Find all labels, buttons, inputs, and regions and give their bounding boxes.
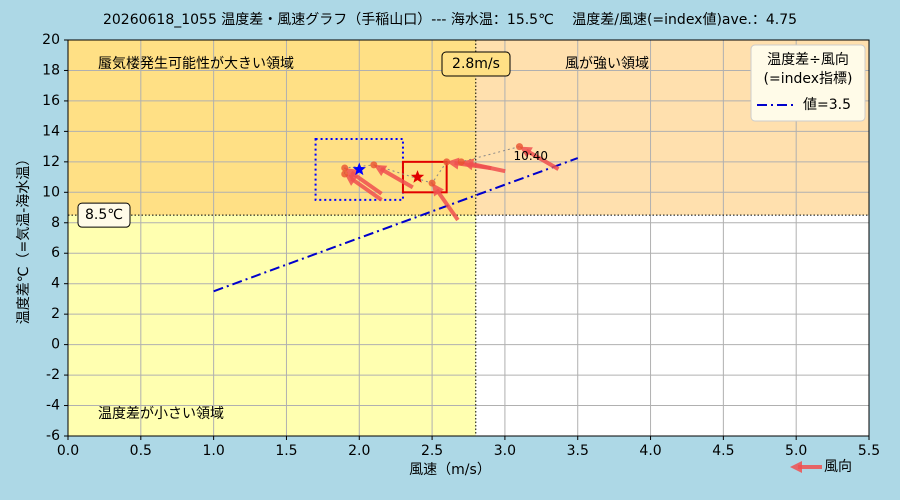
- y-axis-label: 温度差℃（=気温-海水温）: [16, 152, 32, 325]
- point: [443, 158, 451, 166]
- x-tick-label: 3.5: [567, 443, 589, 459]
- point: [341, 170, 349, 178]
- label-box: [441, 51, 511, 77]
- point: [428, 179, 436, 187]
- legend-entry: 値=3.5: [803, 97, 851, 113]
- y-tick-label: 2: [51, 306, 60, 322]
- y-tick-label: 4: [51, 276, 60, 292]
- wind-arrow: [432, 183, 460, 222]
- point: [457, 158, 465, 166]
- arrow-shaft: [350, 176, 383, 202]
- temp-threshold-label: 8.5℃: [85, 207, 123, 223]
- legend: 温度差÷風向 (=index指標) 値=3.5: [750, 44, 866, 122]
- x-tick-label: 4.0: [639, 443, 661, 459]
- region-none: [475, 215, 869, 436]
- region-label: 風が強い領域: [565, 55, 649, 72]
- arrow-head: [373, 164, 388, 177]
- arrow-shaft: [379, 167, 414, 190]
- x-axis-label: 風速（m/s）: [409, 462, 491, 478]
- latest-box: [401, 160, 448, 194]
- wind-arrow: [344, 167, 383, 196]
- wind-threshold-label: 2.8m/s: [452, 56, 500, 72]
- y-tick-label: 0: [51, 337, 60, 353]
- y-tick-label: 6: [51, 245, 60, 261]
- arrow-shaft: [468, 161, 506, 174]
- y-tick-label: -2: [46, 367, 60, 383]
- y-tick-label: 8: [51, 215, 60, 231]
- x-tick-label: 1.0: [203, 443, 225, 459]
- arrow-shaft: [435, 188, 460, 222]
- y-tick-label: 18: [42, 62, 60, 78]
- wind-arrow: [519, 146, 560, 171]
- arrow-head: [446, 157, 460, 170]
- label-box: [77, 202, 131, 228]
- y-tick-label: -6: [46, 428, 60, 444]
- point: [370, 161, 378, 169]
- wind-legend-arrow: [790, 461, 822, 473]
- x-tick-label: 4.5: [712, 443, 734, 459]
- x-tick-label: 3.0: [494, 443, 516, 459]
- region-label: 蜃気楼発生可能性が大きい領域: [98, 55, 294, 72]
- y-tick-label: 10: [42, 184, 60, 200]
- x-tick-label: 2.5: [421, 443, 443, 459]
- arrow-head: [519, 146, 533, 158]
- reference-line: [213, 157, 579, 293]
- legend-title: (=index指標): [764, 71, 853, 87]
- star: [352, 162, 366, 176]
- arrow-head: [790, 461, 802, 473]
- arrow-shaft: [525, 148, 560, 171]
- x-tick-label: 0.5: [130, 443, 152, 459]
- x-tick-label: 5.5: [858, 443, 880, 459]
- wind-legend-label: 風向: [824, 459, 852, 475]
- point: [515, 143, 523, 151]
- y-tick-label: 12: [42, 154, 60, 170]
- arrow-head: [432, 183, 444, 197]
- wind-arrow: [373, 164, 414, 190]
- mean-box: [314, 138, 404, 201]
- legend-title: 温度差÷風向: [767, 52, 849, 68]
- star: [410, 170, 425, 183]
- y-tick-label: 14: [42, 123, 60, 139]
- chart-title: 20260618_1055 温度差・風速グラフ（手稲山口）--- 海水温：15.…: [103, 12, 797, 28]
- region-low: [68, 215, 476, 436]
- y-tick-label: 16: [42, 93, 60, 109]
- plot-frame: [67, 39, 870, 437]
- y-tick-label: 20: [42, 32, 60, 48]
- x-tick-label: 5.0: [785, 443, 807, 459]
- x-tick-label: 2.0: [348, 443, 370, 459]
- x-tick-label: 0.0: [57, 443, 79, 459]
- point-label: 10:40: [513, 149, 548, 163]
- point: [341, 164, 349, 172]
- arrow-shaft: [350, 170, 383, 196]
- region-label: 温度差が小さい領域: [98, 405, 224, 422]
- legend-box: [750, 44, 866, 122]
- x-tick-label: 1.5: [275, 443, 297, 459]
- arrow-head: [344, 167, 358, 180]
- y-tick-label: -4: [46, 398, 60, 414]
